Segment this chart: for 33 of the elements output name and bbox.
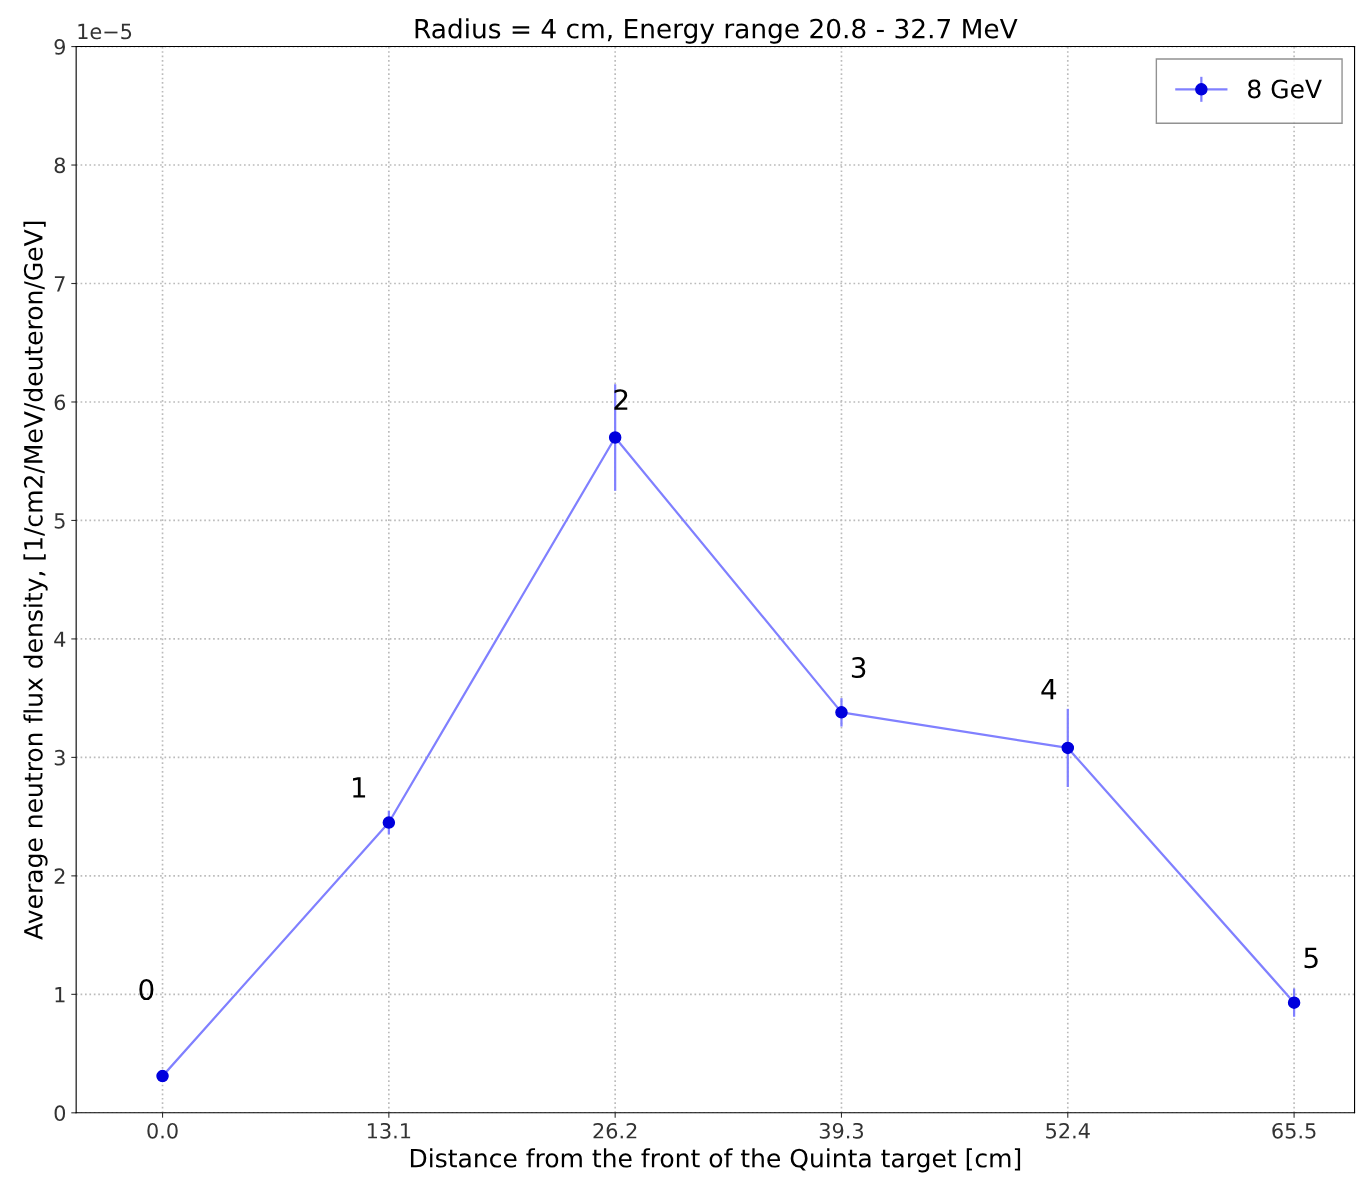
- point: [1061, 741, 1075, 755]
- annotation: 4: [1041, 679, 1057, 700]
- point: [1287, 996, 1301, 1009]
- y-axis-title: Average neutron flux density, [1/cm2/MeV/deuteron/GeV]: [23, 221, 48, 940]
- annotation: 3: [851, 657, 866, 679]
- x-tick-label: 13.1: [367, 1122, 411, 1139]
- annotation: 0: [139, 979, 154, 1001]
- point: [835, 706, 848, 719]
- x-tick-label: 65.5: [1272, 1122, 1316, 1139]
- point: [608, 431, 622, 444]
- x-axis-title: Distance from the front of the Quinta target [cm]: [410, 1148, 1021, 1173]
- y-tick-label: 3: [54, 749, 65, 766]
- x-tick-label: 0.0: [147, 1122, 178, 1139]
- annotation: 5: [1304, 947, 1318, 969]
- annotation: 1: [353, 777, 366, 798]
- y-tick-label: 7: [54, 276, 65, 292]
- point: [382, 816, 396, 829]
- y-tick-label: 9: [54, 39, 65, 55]
- y-tick-label: 2: [54, 868, 65, 884]
- y-tick-label: 1: [55, 987, 65, 1003]
- x-tick-label: 52.4: [1046, 1122, 1090, 1139]
- point: [156, 1069, 169, 1083]
- x-tick-label: 26.2: [593, 1122, 637, 1139]
- chart-title: Radius = 4 cm, Energy range 20.8 - 32.7 MeV: [415, 18, 1018, 44]
- x-tick-label: 39.3: [819, 1122, 863, 1139]
- y-tick-label: 5: [54, 513, 65, 529]
- y-tick-label: 6: [54, 394, 66, 411]
- annotation: 2: [614, 389, 628, 410]
- y-tick-label: 8: [54, 157, 66, 174]
- y-tick-label: 4: [54, 631, 66, 647]
- y-tick-label: 0: [54, 1105, 66, 1122]
- legend-label: 8 GeV: [1248, 79, 1322, 99]
- text: 1e−5: [78, 23, 132, 40]
